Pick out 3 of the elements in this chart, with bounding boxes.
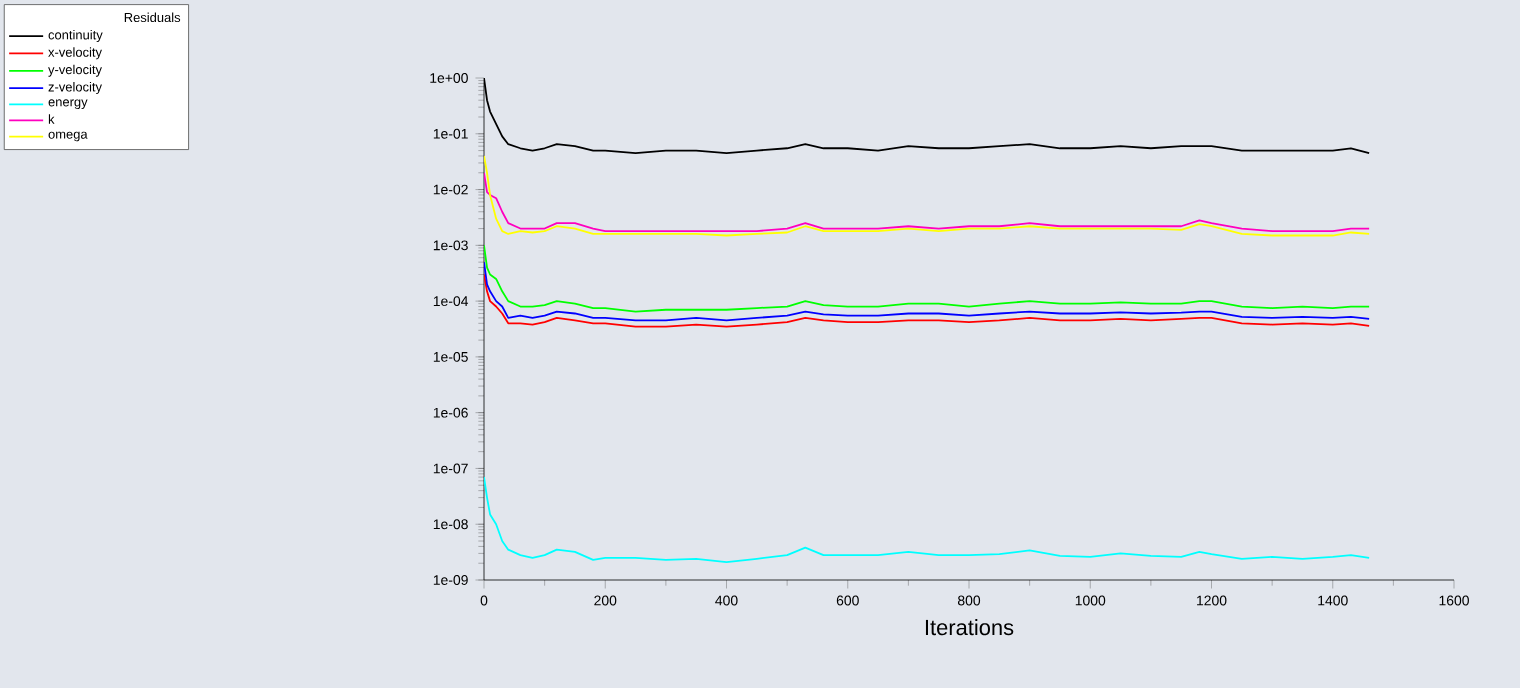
line-series [484,273,1371,328]
x-axis-title: Iterations [925,619,1014,636]
line-series [484,261,1371,322]
